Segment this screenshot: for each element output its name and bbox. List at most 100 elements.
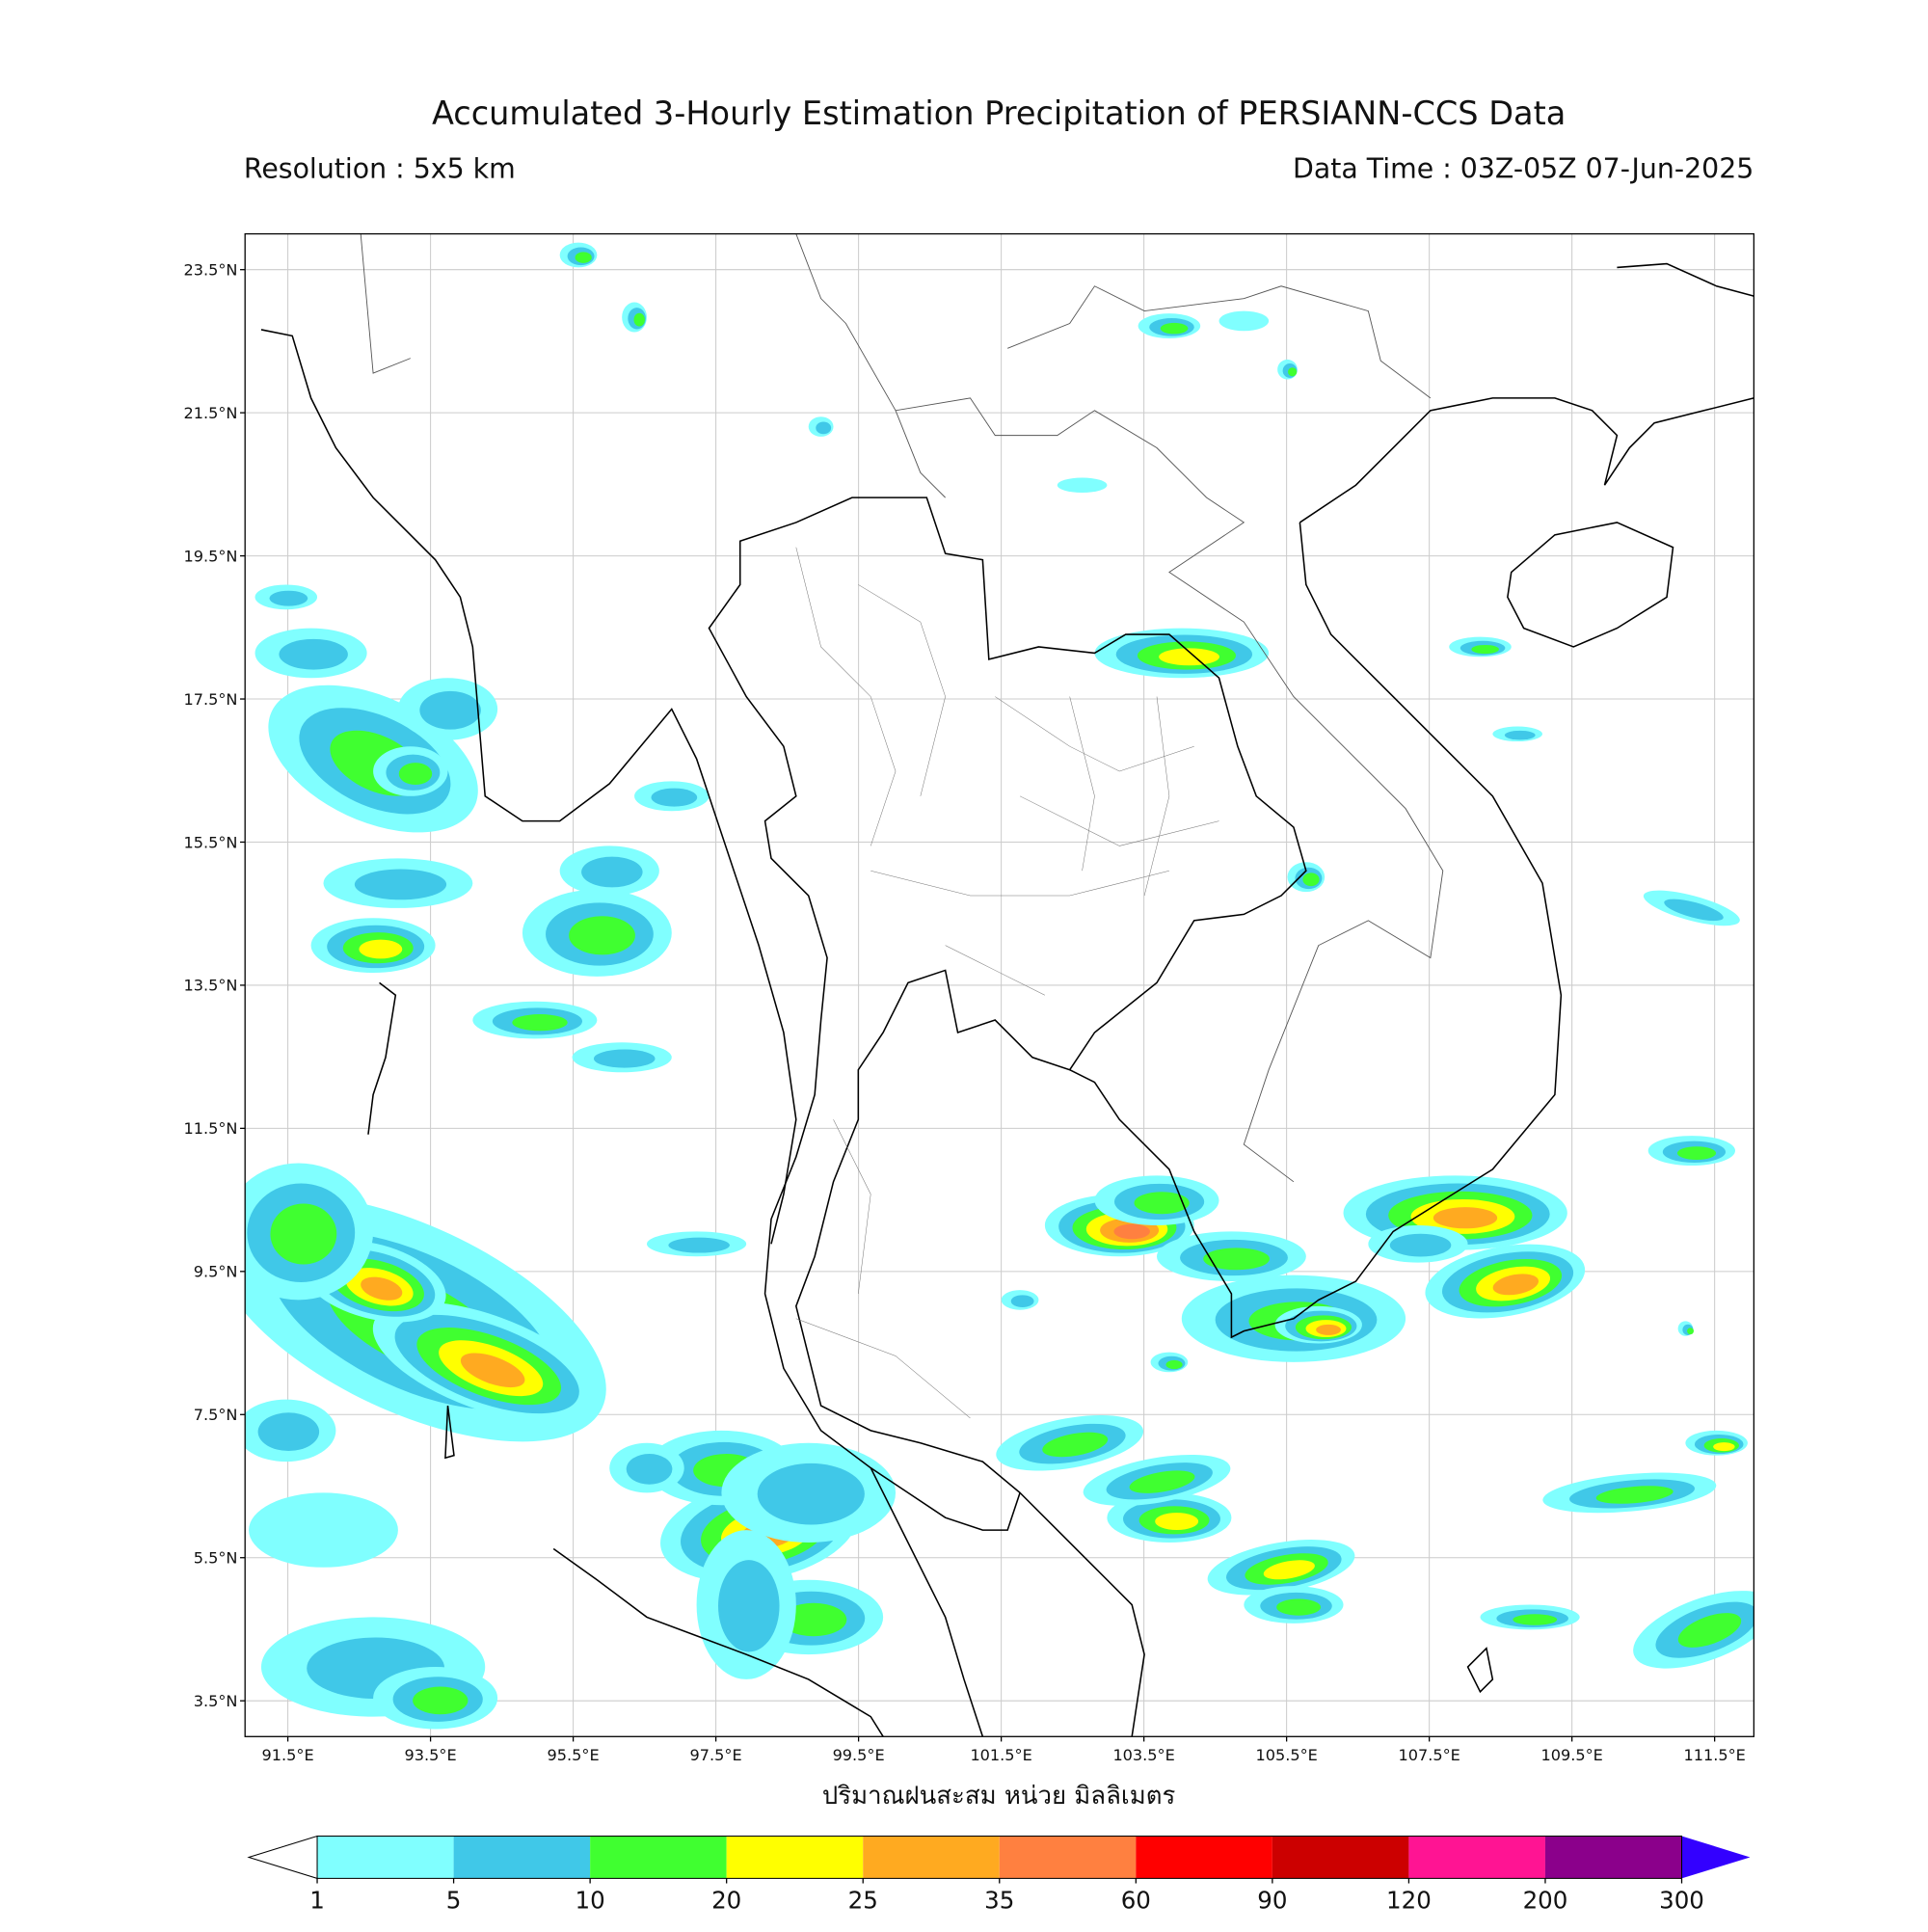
rain-area (1677, 1613, 1742, 1648)
x-tick-label: 99.5°E (833, 1746, 885, 1764)
hainan (1507, 522, 1674, 648)
rain-area (1276, 1598, 1322, 1616)
colorbar-tick-label: 20 (711, 1886, 741, 1914)
rain-area (1713, 1442, 1735, 1452)
colorbar-tick-label: 200 (1523, 1886, 1568, 1914)
colorbar: 1 5 10 20 25 35 60 90 120 200 300 (247, 1835, 1751, 1914)
colorbar-tick-label: 1 (309, 1886, 325, 1914)
y-tick-label: 7.5°N (194, 1406, 238, 1424)
y-tick-label: 23.5°N (183, 260, 237, 279)
x-label: ปริมาณฝนสะสม หน่วย มิลลิเมตร (822, 1782, 1176, 1811)
rain-area (354, 869, 447, 900)
rain-area (279, 638, 348, 670)
country-borders (360, 233, 1444, 1183)
colorbar-over-arrow (1681, 1836, 1751, 1879)
rain-area (575, 252, 592, 263)
colorbar-tick-label: 60 (1121, 1886, 1151, 1914)
rain-area (718, 1560, 780, 1652)
colorbar-segment (590, 1836, 727, 1879)
colorbar-segment (1272, 1836, 1409, 1879)
grid (245, 233, 1754, 1737)
rain-area (1218, 310, 1270, 332)
y-tick-label: 5.5°N (194, 1549, 238, 1568)
colorbar-segment (726, 1836, 864, 1879)
basemap (260, 233, 1754, 1737)
y-tick-label: 15.5°N (183, 833, 237, 851)
colorbar-segment (863, 1836, 1000, 1879)
y-tick-label: 11.5°N (183, 1119, 237, 1138)
rain-area (1302, 872, 1320, 887)
colorbar-tick-label: 300 (1659, 1886, 1704, 1914)
rain-area (1433, 1207, 1498, 1229)
malay-west-coast (870, 1467, 984, 1737)
rain-area (626, 1453, 673, 1485)
indochina-coast (1069, 522, 1563, 1339)
rain-area (1057, 477, 1108, 493)
x-tick-label: 109.5°E (1540, 1746, 1602, 1764)
rain-area (1129, 1470, 1195, 1493)
rain-area (1389, 1233, 1452, 1257)
myanmar-coast (260, 329, 797, 1245)
colorbar-segment (999, 1836, 1137, 1879)
china-south-coast (1617, 262, 1754, 297)
rain-area (581, 856, 643, 888)
china-coast (1299, 397, 1754, 523)
rain-area (1492, 1274, 1540, 1296)
x-tick-label: 111.5°E (1683, 1746, 1745, 1764)
rain-area (1134, 1192, 1190, 1215)
rain-area (1165, 1359, 1183, 1370)
x-tick-label: 103.5°E (1112, 1746, 1174, 1764)
rain-area (1595, 1486, 1674, 1504)
rain-area (1042, 1432, 1109, 1458)
rain-area (361, 1276, 403, 1301)
rain-area (1010, 1295, 1034, 1308)
rain-area (668, 1237, 730, 1253)
y-tick-label: 17.5°N (183, 690, 237, 709)
rain-area (1288, 367, 1298, 377)
rain-area (593, 1049, 656, 1068)
rain-area (569, 916, 635, 955)
rain-area (1160, 322, 1189, 335)
rain-area (1155, 1513, 1199, 1531)
colorbar-segment (453, 1836, 591, 1879)
colorbar-under-arrow (247, 1835, 318, 1880)
y-tick-label: 3.5°N (194, 1692, 238, 1710)
colorbar-segment (1544, 1836, 1682, 1879)
rain-area (460, 1353, 525, 1388)
rain-area (257, 1412, 320, 1452)
andaman-islands (367, 981, 455, 1460)
y-tick-label: 19.5°N (183, 547, 237, 565)
y-tick-label: 21.5°N (183, 404, 237, 422)
rain-area (419, 690, 481, 730)
rain-area (398, 763, 433, 786)
colorbar-tick-label: 90 (1257, 1886, 1287, 1914)
rain-area (413, 1686, 469, 1715)
colorbar-tick-label: 5 (446, 1886, 462, 1914)
rain-area (1504, 730, 1536, 740)
rain-area (1513, 1614, 1558, 1625)
colorbar-segment (1408, 1836, 1545, 1879)
rain-area (1676, 1146, 1717, 1161)
colorbar-segment (317, 1836, 454, 1879)
rain-area (780, 1602, 847, 1637)
rain-area (249, 1492, 398, 1568)
x-tick-label: 101.5°E (970, 1746, 1031, 1764)
rain-area (1664, 899, 1724, 922)
x-tick-label: 91.5°E (262, 1746, 314, 1764)
province-lines (795, 547, 1219, 1419)
y-tick-label: 9.5°N (194, 1263, 238, 1281)
rain-area (1203, 1248, 1270, 1271)
colorbar-tick-label: 10 (576, 1886, 605, 1914)
borneo-coast (1466, 1647, 1494, 1694)
colorbar-tick-label: 120 (1386, 1886, 1432, 1914)
rain-area (1687, 1328, 1694, 1335)
rain-area (757, 1462, 865, 1525)
rain-area (633, 312, 645, 327)
title: Accumulated 3-Hourly Estimation Precipit… (432, 94, 1566, 132)
x-tick-label: 93.5°E (405, 1746, 457, 1764)
colorbar-segment (1136, 1836, 1272, 1879)
rain-area (1113, 1223, 1150, 1240)
x-tick-label: 107.5°E (1398, 1746, 1459, 1764)
